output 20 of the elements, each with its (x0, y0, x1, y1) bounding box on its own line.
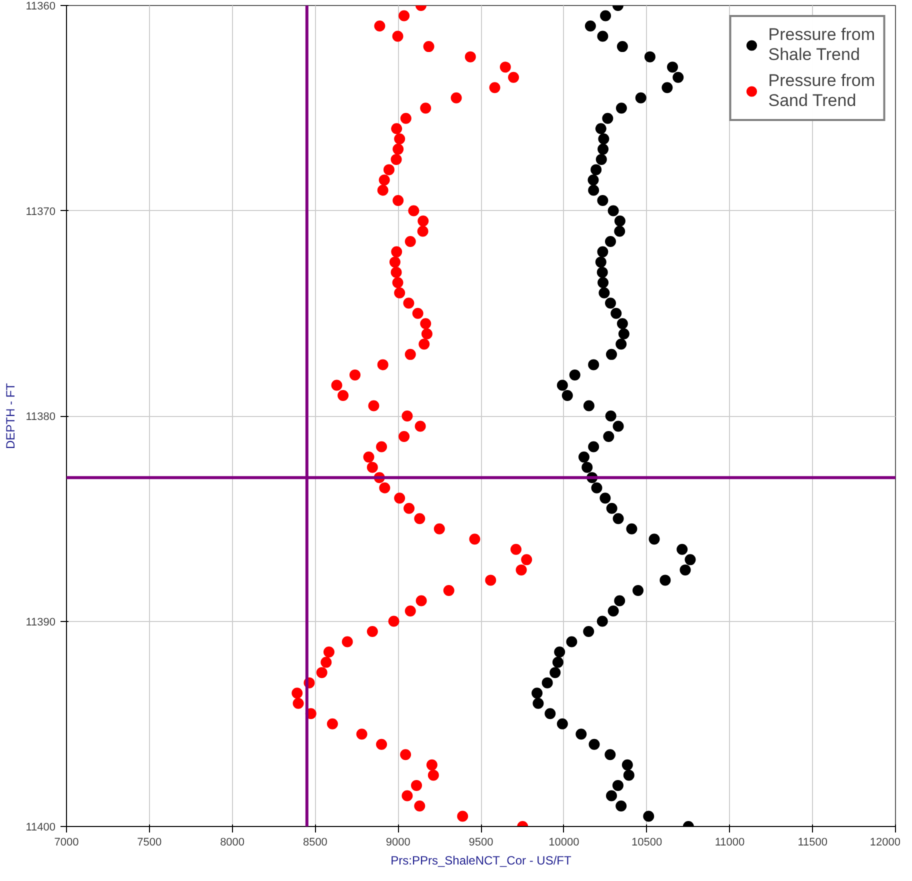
y-tick-label: 11390 (26, 616, 56, 628)
x-tick-label: 7500 (137, 836, 162, 848)
x-tick-label: 8000 (220, 836, 245, 848)
legend-label: Pressure from Sand Trend (768, 71, 875, 111)
legend-label: Pressure from Shale Trend (768, 25, 875, 65)
x-tick-label: 10500 (632, 836, 662, 848)
x-axis-title: Prs:PPrs_ShaleNCT_Cor - US/FT (390, 854, 572, 868)
x-tick-label: 9500 (468, 836, 494, 848)
x-tick-label: 8500 (302, 836, 328, 848)
y-tick-label: 11360 (26, 0, 56, 12)
x-tick-label: 11500 (798, 836, 828, 848)
x-tick-label: 10000 (548, 836, 580, 848)
y-tick-label: 11400 (26, 822, 56, 834)
x-tick-label: 7000 (54, 836, 79, 848)
x-tick-label: 11000 (714, 836, 745, 848)
y-tick-label: 11380 (26, 411, 56, 423)
x-tick-label: 9000 (386, 836, 410, 848)
x-tick-label: 12000 (870, 836, 901, 848)
y-tick-label: 11370 (26, 206, 56, 218)
y-axis-title: DEPTH - FT (4, 382, 18, 449)
